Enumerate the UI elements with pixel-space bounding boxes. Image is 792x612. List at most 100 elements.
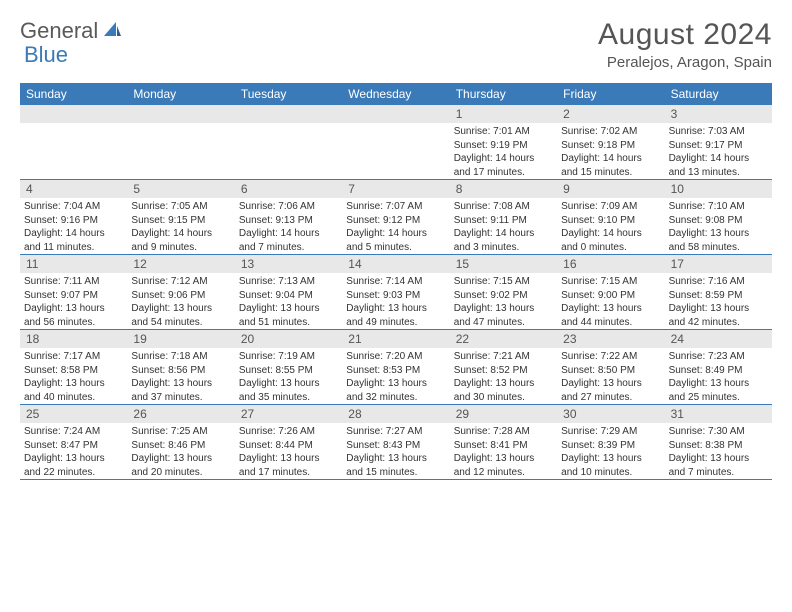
week-row: Sunrise: 7:24 AMSunset: 8:47 PMDaylight:… <box>20 423 772 480</box>
date-number: 11 <box>20 255 127 273</box>
weekday-sat: Saturday <box>665 83 772 105</box>
daylight-text: Daylight: 13 hours and 17 minutes. <box>239 452 338 479</box>
sunset-text: Sunset: 9:02 PM <box>454 289 553 303</box>
sunrise-text: Sunrise: 7:17 AM <box>24 350 123 364</box>
day-cell: Sunrise: 7:03 AMSunset: 9:17 PMDaylight:… <box>665 123 772 179</box>
sunset-text: Sunset: 8:58 PM <box>24 364 123 378</box>
week-row: Sunrise: 7:17 AMSunset: 8:58 PMDaylight:… <box>20 348 772 405</box>
date-number: 3 <box>665 105 772 123</box>
date-number: 18 <box>20 330 127 348</box>
day-cell: Sunrise: 7:20 AMSunset: 8:53 PMDaylight:… <box>342 348 449 404</box>
sunrise-text: Sunrise: 7:22 AM <box>561 350 660 364</box>
date-number: 20 <box>235 330 342 348</box>
date-number: 16 <box>557 255 664 273</box>
date-number: 17 <box>665 255 772 273</box>
daylight-text: Daylight: 14 hours and 5 minutes. <box>346 227 445 254</box>
logo-part1: General <box>20 18 98 44</box>
daylight-text: Daylight: 13 hours and 15 minutes. <box>346 452 445 479</box>
date-number: 24 <box>665 330 772 348</box>
date-number: 13 <box>235 255 342 273</box>
daylight-text: Daylight: 14 hours and 3 minutes. <box>454 227 553 254</box>
sunrise-text: Sunrise: 7:11 AM <box>24 275 123 289</box>
daylight-text: Daylight: 13 hours and 40 minutes. <box>24 377 123 404</box>
sunset-text: Sunset: 9:11 PM <box>454 214 553 228</box>
day-cell: Sunrise: 7:24 AMSunset: 8:47 PMDaylight:… <box>20 423 127 479</box>
date-number: 26 <box>127 405 234 423</box>
sunset-text: Sunset: 8:46 PM <box>131 439 230 453</box>
daylight-text: Daylight: 14 hours and 11 minutes. <box>24 227 123 254</box>
sunset-text: Sunset: 8:56 PM <box>131 364 230 378</box>
day-cell: Sunrise: 7:19 AMSunset: 8:55 PMDaylight:… <box>235 348 342 404</box>
daylight-text: Daylight: 13 hours and 58 minutes. <box>669 227 768 254</box>
sunset-text: Sunset: 8:44 PM <box>239 439 338 453</box>
sunset-text: Sunset: 8:43 PM <box>346 439 445 453</box>
day-cell <box>20 123 127 179</box>
daylight-text: Daylight: 13 hours and 22 minutes. <box>24 452 123 479</box>
date-number: 28 <box>342 405 449 423</box>
day-cell: Sunrise: 7:30 AMSunset: 8:38 PMDaylight:… <box>665 423 772 479</box>
sunset-text: Sunset: 9:04 PM <box>239 289 338 303</box>
day-cell: Sunrise: 7:26 AMSunset: 8:44 PMDaylight:… <box>235 423 342 479</box>
sunrise-text: Sunrise: 7:19 AM <box>239 350 338 364</box>
day-cell: Sunrise: 7:17 AMSunset: 8:58 PMDaylight:… <box>20 348 127 404</box>
date-row: 45678910 <box>20 180 772 198</box>
day-cell: Sunrise: 7:29 AMSunset: 8:39 PMDaylight:… <box>557 423 664 479</box>
daylight-text: Daylight: 14 hours and 17 minutes. <box>454 152 553 179</box>
sunrise-text: Sunrise: 7:24 AM <box>24 425 123 439</box>
sunset-text: Sunset: 8:50 PM <box>561 364 660 378</box>
daylight-text: Daylight: 13 hours and 25 minutes. <box>669 377 768 404</box>
sunset-text: Sunset: 9:03 PM <box>346 289 445 303</box>
day-cell: Sunrise: 7:23 AMSunset: 8:49 PMDaylight:… <box>665 348 772 404</box>
location-text: Peralejos, Aragon, Spain <box>598 54 772 71</box>
day-cell: Sunrise: 7:07 AMSunset: 9:12 PMDaylight:… <box>342 198 449 254</box>
sunrise-text: Sunrise: 7:29 AM <box>561 425 660 439</box>
sunset-text: Sunset: 8:39 PM <box>561 439 660 453</box>
date-number: 7 <box>342 180 449 198</box>
daylight-text: Daylight: 13 hours and 42 minutes. <box>669 302 768 329</box>
sunset-text: Sunset: 8:59 PM <box>669 289 768 303</box>
sunset-text: Sunset: 8:52 PM <box>454 364 553 378</box>
weekday-header: Sunday Monday Tuesday Wednesday Thursday… <box>20 83 772 105</box>
daylight-text: Daylight: 13 hours and 20 minutes. <box>131 452 230 479</box>
date-number <box>127 105 234 123</box>
day-cell: Sunrise: 7:15 AMSunset: 9:02 PMDaylight:… <box>450 273 557 329</box>
sunset-text: Sunset: 8:41 PM <box>454 439 553 453</box>
day-cell: Sunrise: 7:02 AMSunset: 9:18 PMDaylight:… <box>557 123 664 179</box>
daylight-text: Daylight: 13 hours and 54 minutes. <box>131 302 230 329</box>
sunrise-text: Sunrise: 7:23 AM <box>669 350 768 364</box>
day-cell <box>127 123 234 179</box>
sunrise-text: Sunrise: 7:18 AM <box>131 350 230 364</box>
sunrise-text: Sunrise: 7:26 AM <box>239 425 338 439</box>
sunset-text: Sunset: 8:55 PM <box>239 364 338 378</box>
day-cell: Sunrise: 7:05 AMSunset: 9:15 PMDaylight:… <box>127 198 234 254</box>
sunrise-text: Sunrise: 7:15 AM <box>454 275 553 289</box>
day-cell <box>235 123 342 179</box>
sunset-text: Sunset: 9:15 PM <box>131 214 230 228</box>
day-cell: Sunrise: 7:12 AMSunset: 9:06 PMDaylight:… <box>127 273 234 329</box>
sunrise-text: Sunrise: 7:08 AM <box>454 200 553 214</box>
week-row: Sunrise: 7:11 AMSunset: 9:07 PMDaylight:… <box>20 273 772 330</box>
sunrise-text: Sunrise: 7:30 AM <box>669 425 768 439</box>
title-block: August 2024 Peralejos, Aragon, Spain <box>598 18 772 71</box>
daylight-text: Daylight: 14 hours and 15 minutes. <box>561 152 660 179</box>
weekday-mon: Monday <box>127 83 234 105</box>
sunset-text: Sunset: 9:17 PM <box>669 139 768 153</box>
day-cell: Sunrise: 7:08 AMSunset: 9:11 PMDaylight:… <box>450 198 557 254</box>
day-cell: Sunrise: 7:21 AMSunset: 8:52 PMDaylight:… <box>450 348 557 404</box>
daylight-text: Daylight: 13 hours and 49 minutes. <box>346 302 445 329</box>
date-number: 19 <box>127 330 234 348</box>
date-number: 25 <box>20 405 127 423</box>
date-number: 8 <box>450 180 557 198</box>
day-cell: Sunrise: 7:04 AMSunset: 9:16 PMDaylight:… <box>20 198 127 254</box>
date-number: 2 <box>557 105 664 123</box>
date-number: 15 <box>450 255 557 273</box>
daylight-text: Daylight: 13 hours and 12 minutes. <box>454 452 553 479</box>
daylight-text: Daylight: 13 hours and 30 minutes. <box>454 377 553 404</box>
date-number: 14 <box>342 255 449 273</box>
date-row: 11121314151617 <box>20 255 772 273</box>
sunrise-text: Sunrise: 7:02 AM <box>561 125 660 139</box>
date-row: 18192021222324 <box>20 330 772 348</box>
weeks-container: 123Sunrise: 7:01 AMSunset: 9:19 PMDaylig… <box>20 105 772 480</box>
day-cell: Sunrise: 7:10 AMSunset: 9:08 PMDaylight:… <box>665 198 772 254</box>
daylight-text: Daylight: 13 hours and 10 minutes. <box>561 452 660 479</box>
